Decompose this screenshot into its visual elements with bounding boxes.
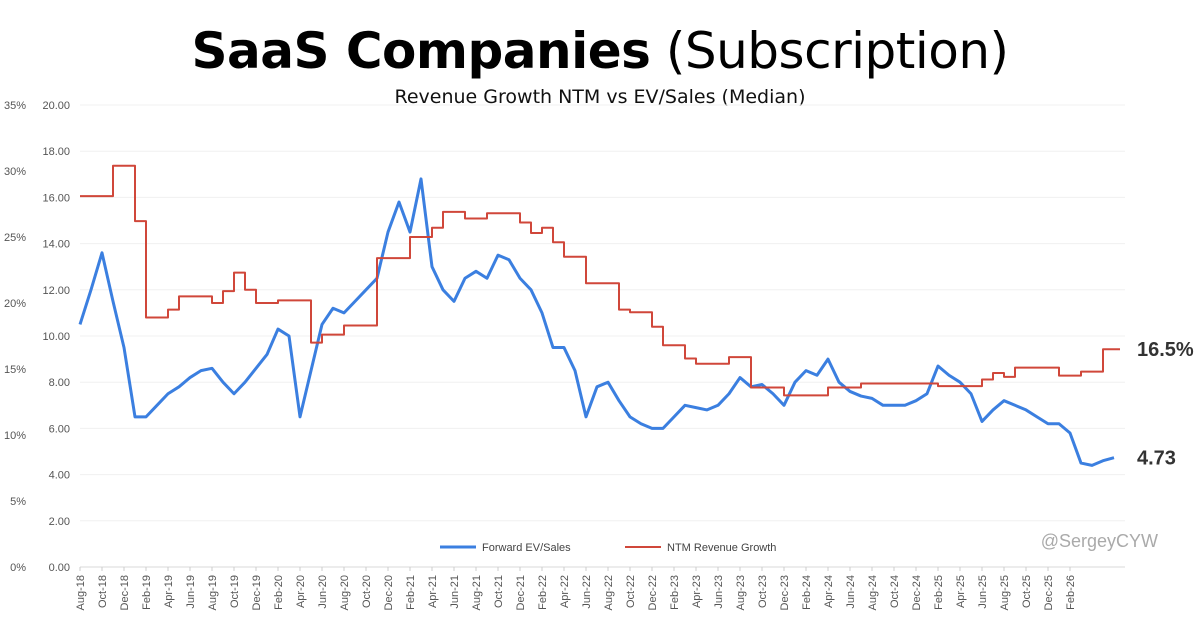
legend-label: Forward EV/Sales bbox=[482, 542, 571, 554]
y-outer-tick-label: 30% bbox=[4, 166, 26, 178]
x-tick-label: Aug-24 bbox=[867, 575, 879, 610]
x-tick-label: Feb-19 bbox=[141, 575, 153, 610]
x-tick-label: Feb-20 bbox=[273, 575, 285, 610]
x-tick-label: Apr-24 bbox=[823, 575, 835, 608]
x-tick-label: Jun-24 bbox=[845, 575, 857, 609]
y-outer-tick-label: 5% bbox=[10, 496, 26, 508]
y-outer-tick-label: 0% bbox=[10, 562, 26, 574]
x-tick-label: Oct-19 bbox=[229, 575, 241, 608]
x-tick-label: Feb-25 bbox=[933, 575, 945, 610]
x-tick-label: Jun-20 bbox=[317, 575, 329, 609]
end-value-label: 16.5% bbox=[1137, 339, 1194, 361]
watermark: @SergeyCYW bbox=[1041, 531, 1158, 551]
x-tick-label: Dec-24 bbox=[911, 575, 923, 610]
legend-label: NTM Revenue Growth bbox=[667, 542, 776, 554]
y-inner-tick-label: 14.00 bbox=[42, 239, 70, 251]
x-tick-label: Oct-21 bbox=[493, 575, 505, 608]
x-tick-label: Dec-20 bbox=[383, 575, 395, 610]
y-inner-tick-label: 20.00 bbox=[42, 100, 70, 112]
x-tick-label: Oct-20 bbox=[361, 575, 373, 608]
x-tick-label: Jun-21 bbox=[449, 575, 461, 609]
x-tick-label: Feb-26 bbox=[1065, 575, 1077, 610]
chart-title: SaaS Companies (Subscription) bbox=[0, 22, 1200, 80]
x-tick-label: Feb-22 bbox=[537, 575, 549, 610]
y-inner-tick-label: 2.00 bbox=[49, 516, 70, 528]
x-tick-label: Apr-20 bbox=[295, 575, 307, 608]
y-inner-tick-label: 6.00 bbox=[49, 423, 70, 435]
x-tick-label: Jun-23 bbox=[713, 575, 725, 609]
x-tick-label: Dec-21 bbox=[515, 575, 527, 610]
y-inner-tick-label: 4.00 bbox=[49, 470, 70, 482]
x-tick-label: Jun-22 bbox=[581, 575, 593, 609]
x-tick-label: Apr-19 bbox=[163, 575, 175, 608]
x-tick-label: Apr-22 bbox=[559, 575, 571, 608]
y-outer-tick-label: 20% bbox=[4, 298, 26, 310]
y-inner-tick-label: 0.00 bbox=[49, 562, 70, 574]
x-tick-label: Aug-23 bbox=[735, 575, 747, 610]
chart-title-rest: (Subscription) bbox=[665, 22, 1009, 80]
y-inner-tick-label: 16.00 bbox=[42, 192, 70, 204]
x-tick-label: Oct-23 bbox=[757, 575, 769, 608]
x-tick-label: Feb-24 bbox=[801, 575, 813, 610]
x-tick-label: Aug-20 bbox=[339, 575, 351, 610]
x-tick-label: Aug-22 bbox=[603, 575, 615, 610]
x-tick-label: Aug-25 bbox=[999, 575, 1011, 610]
x-tick-label: Apr-21 bbox=[427, 575, 439, 608]
y-inner-tick-label: 8.00 bbox=[49, 377, 70, 389]
x-tick-label: Oct-24 bbox=[889, 575, 901, 608]
x-tick-label: Oct-25 bbox=[1021, 575, 1033, 608]
x-tick-label: Jun-19 bbox=[185, 575, 197, 609]
y-inner-tick-label: 18.00 bbox=[42, 146, 70, 158]
x-tick-label: Aug-18 bbox=[75, 575, 87, 610]
y-outer-tick-label: 35% bbox=[4, 100, 26, 112]
end-value-label: 4.73 bbox=[1137, 448, 1176, 470]
series-line-ntm-revenue-growth bbox=[80, 164, 1120, 397]
x-tick-label: Aug-21 bbox=[471, 575, 483, 610]
y-outer-tick-label: 10% bbox=[4, 430, 26, 442]
x-tick-label: Apr-25 bbox=[955, 575, 967, 608]
series-line-forward-ev-sales bbox=[78, 177, 1115, 467]
y-outer-tick-label: 25% bbox=[4, 232, 26, 244]
x-tick-label: Dec-25 bbox=[1043, 575, 1055, 610]
x-tick-label: Dec-22 bbox=[647, 575, 659, 610]
x-tick-label: Oct-22 bbox=[625, 575, 637, 608]
x-tick-label: Dec-19 bbox=[251, 575, 263, 610]
x-tick-label: Dec-18 bbox=[119, 575, 131, 610]
x-tick-label: Jun-25 bbox=[977, 575, 989, 609]
x-tick-label: Oct-18 bbox=[97, 575, 109, 608]
x-tick-label: Aug-19 bbox=[207, 575, 219, 610]
chart-subtitle: Revenue Growth NTM vs EV/Sales (Median) bbox=[394, 86, 806, 108]
x-tick-label: Feb-21 bbox=[405, 575, 417, 610]
x-tick-label: Dec-23 bbox=[779, 575, 791, 610]
y-outer-tick-label: 15% bbox=[4, 364, 26, 376]
x-tick-label: Feb-23 bbox=[669, 575, 681, 610]
y-inner-tick-label: 12.00 bbox=[42, 285, 70, 297]
x-tick-label: Apr-23 bbox=[691, 575, 703, 608]
chart-title-bold: SaaS Companies bbox=[191, 22, 651, 80]
y-inner-tick-label: 10.00 bbox=[42, 331, 70, 343]
